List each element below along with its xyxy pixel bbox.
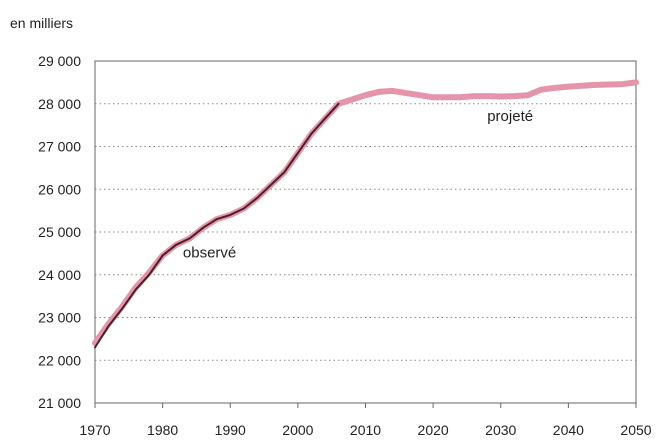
y-tick-label: 27 000 xyxy=(38,139,81,155)
x-tick-label: 2040 xyxy=(553,422,584,438)
y-axis-ticks: 21 000 22 000 23 000 24 000 25 000 26 000 27 0… xyxy=(38,53,81,411)
x-axis-ticks: 1970 1980 1990 2000 2010 2020 2030 2040 2050 xyxy=(79,403,652,438)
x-tick-label: 1970 xyxy=(79,422,110,438)
annotation-label: observé xyxy=(183,245,236,262)
x-tick-label: 1990 xyxy=(215,422,246,438)
x-tick-label: 2030 xyxy=(485,422,516,438)
y-tick-label: 21 000 xyxy=(38,395,81,411)
series-line-projete xyxy=(92,79,639,347)
x-tick-label: 2000 xyxy=(282,422,313,438)
x-tick-label: 2020 xyxy=(418,422,449,438)
annotation-label: projeté xyxy=(487,108,533,125)
gridlines xyxy=(95,103,636,361)
series-line-observe xyxy=(94,102,340,349)
x-tick-label: 1980 xyxy=(147,422,178,438)
annotations: observé projeté xyxy=(183,108,533,262)
y-tick-label: 24 000 xyxy=(38,267,81,283)
y-unit-label: en milliers xyxy=(10,15,74,31)
x-tick-label: 2050 xyxy=(620,422,651,438)
x-tick-label: 2010 xyxy=(350,422,381,438)
y-tick-label: 26 000 xyxy=(38,181,81,197)
y-tick-label: 25 000 xyxy=(38,224,81,240)
y-tick-label: 29 000 xyxy=(38,53,81,69)
series-lines xyxy=(92,79,639,349)
y-tick-label: 28 000 xyxy=(38,96,81,112)
y-tick-label: 22 000 xyxy=(38,352,81,368)
y-tick-label: 23 000 xyxy=(38,310,81,326)
